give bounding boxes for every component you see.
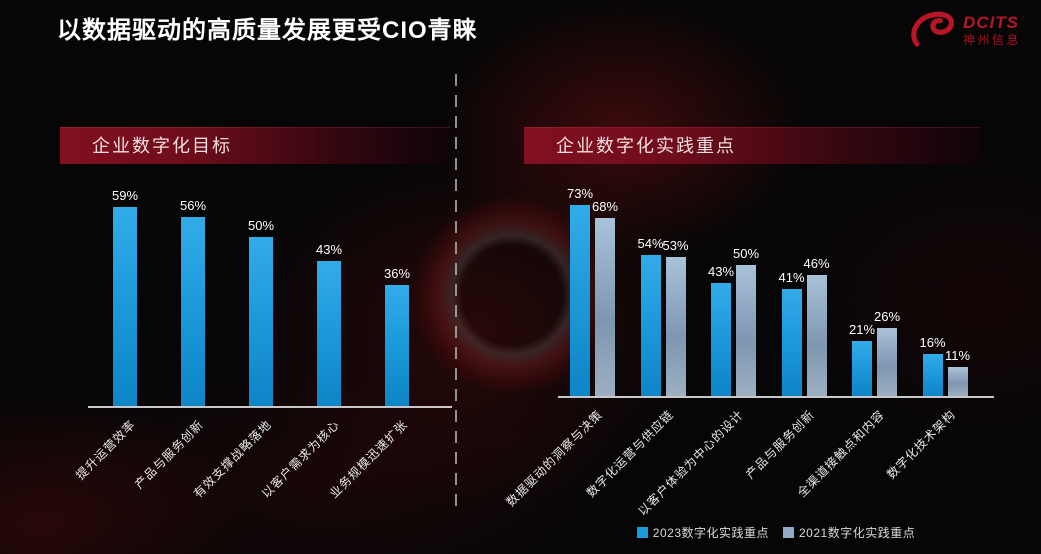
- category-label: 提升运营效率: [73, 417, 139, 483]
- bar: [640, 255, 661, 396]
- bar: [570, 205, 590, 396]
- bar-value-label: 43%: [315, 242, 343, 257]
- bar-value-label: 43%: [707, 264, 735, 279]
- bar: [877, 328, 897, 396]
- bar-value-label: 36%: [383, 266, 411, 281]
- bar: [711, 283, 731, 396]
- bar: [113, 207, 137, 406]
- bar: [736, 265, 756, 396]
- bar-value-label: 11%: [944, 348, 971, 363]
- dcits-swirl-icon: [911, 11, 954, 47]
- page-title: 以数据驱动的高质量发展更受CIO青睐: [57, 17, 478, 44]
- category-label: 产品与服务创新: [743, 407, 818, 482]
- bar-value-label: 46%: [803, 256, 830, 271]
- bar-value-label: 16%: [919, 335, 946, 350]
- bar-value-label: 56%: [179, 198, 207, 213]
- bar: [595, 218, 615, 396]
- bar: [665, 257, 686, 396]
- logo-brand-text: DCITS: [962, 12, 1019, 32]
- practice-bar-chart: 73% 68% 数据驱动的洞察与决策 54% 53% 数字化运营与供应链 43% 50% 以客户…: [504, 186, 994, 518]
- bar: [181, 217, 205, 406]
- legend-label-2023: 2023数字化实践重点: [652, 526, 769, 540]
- bar-value-label: 73%: [566, 186, 594, 201]
- bar-value-label: 26%: [873, 309, 901, 324]
- legend-swatch-2023: [636, 527, 648, 538]
- chart-legend: 2023数字化实践重点 2021数字化实践重点: [558, 524, 994, 541]
- bar: [922, 354, 943, 396]
- panel-divider: [455, 74, 457, 508]
- bar-value-label: 53%: [662, 238, 689, 253]
- bar: [947, 367, 968, 396]
- right-chart-title: 企业数字化实践重点: [524, 127, 981, 164]
- legend-label-2021: 2021数字化实践重点: [799, 526, 916, 540]
- legend-swatch-2021: [783, 527, 794, 538]
- bar-value-label: 50%: [732, 246, 760, 261]
- bar: [385, 285, 409, 406]
- bar: [781, 289, 802, 396]
- bar-value-label: 59%: [111, 188, 139, 203]
- bar: [249, 237, 273, 406]
- logo-company-text: 神州信息: [962, 32, 1021, 47]
- legend-item-2021: 2021数字化实践重点: [783, 524, 915, 541]
- category-label: 数字化技术架构: [884, 407, 959, 482]
- goals-bar-chart: 59% 提升运营效率 56% 产品与服务创新 50% 有效支撑战略落地 43% 以客户需求为核…: [73, 188, 452, 501]
- brand-logo: DCITS 神州信息: [906, 8, 1021, 52]
- bar-value-label: 50%: [247, 218, 275, 233]
- left-chart-title: 企业数字化目标: [60, 127, 450, 164]
- bar-value-label: 54%: [637, 236, 664, 251]
- bar: [806, 275, 827, 396]
- legend-item-2023: 2023数字化实践重点: [636, 524, 769, 541]
- category-label: 产品与服务创新: [132, 417, 207, 492]
- bar: [317, 261, 341, 406]
- bar-value-label: 41%: [778, 270, 805, 285]
- bar-value-label: 21%: [848, 322, 876, 337]
- bar: [852, 341, 872, 396]
- bar-value-label: 68%: [591, 199, 619, 214]
